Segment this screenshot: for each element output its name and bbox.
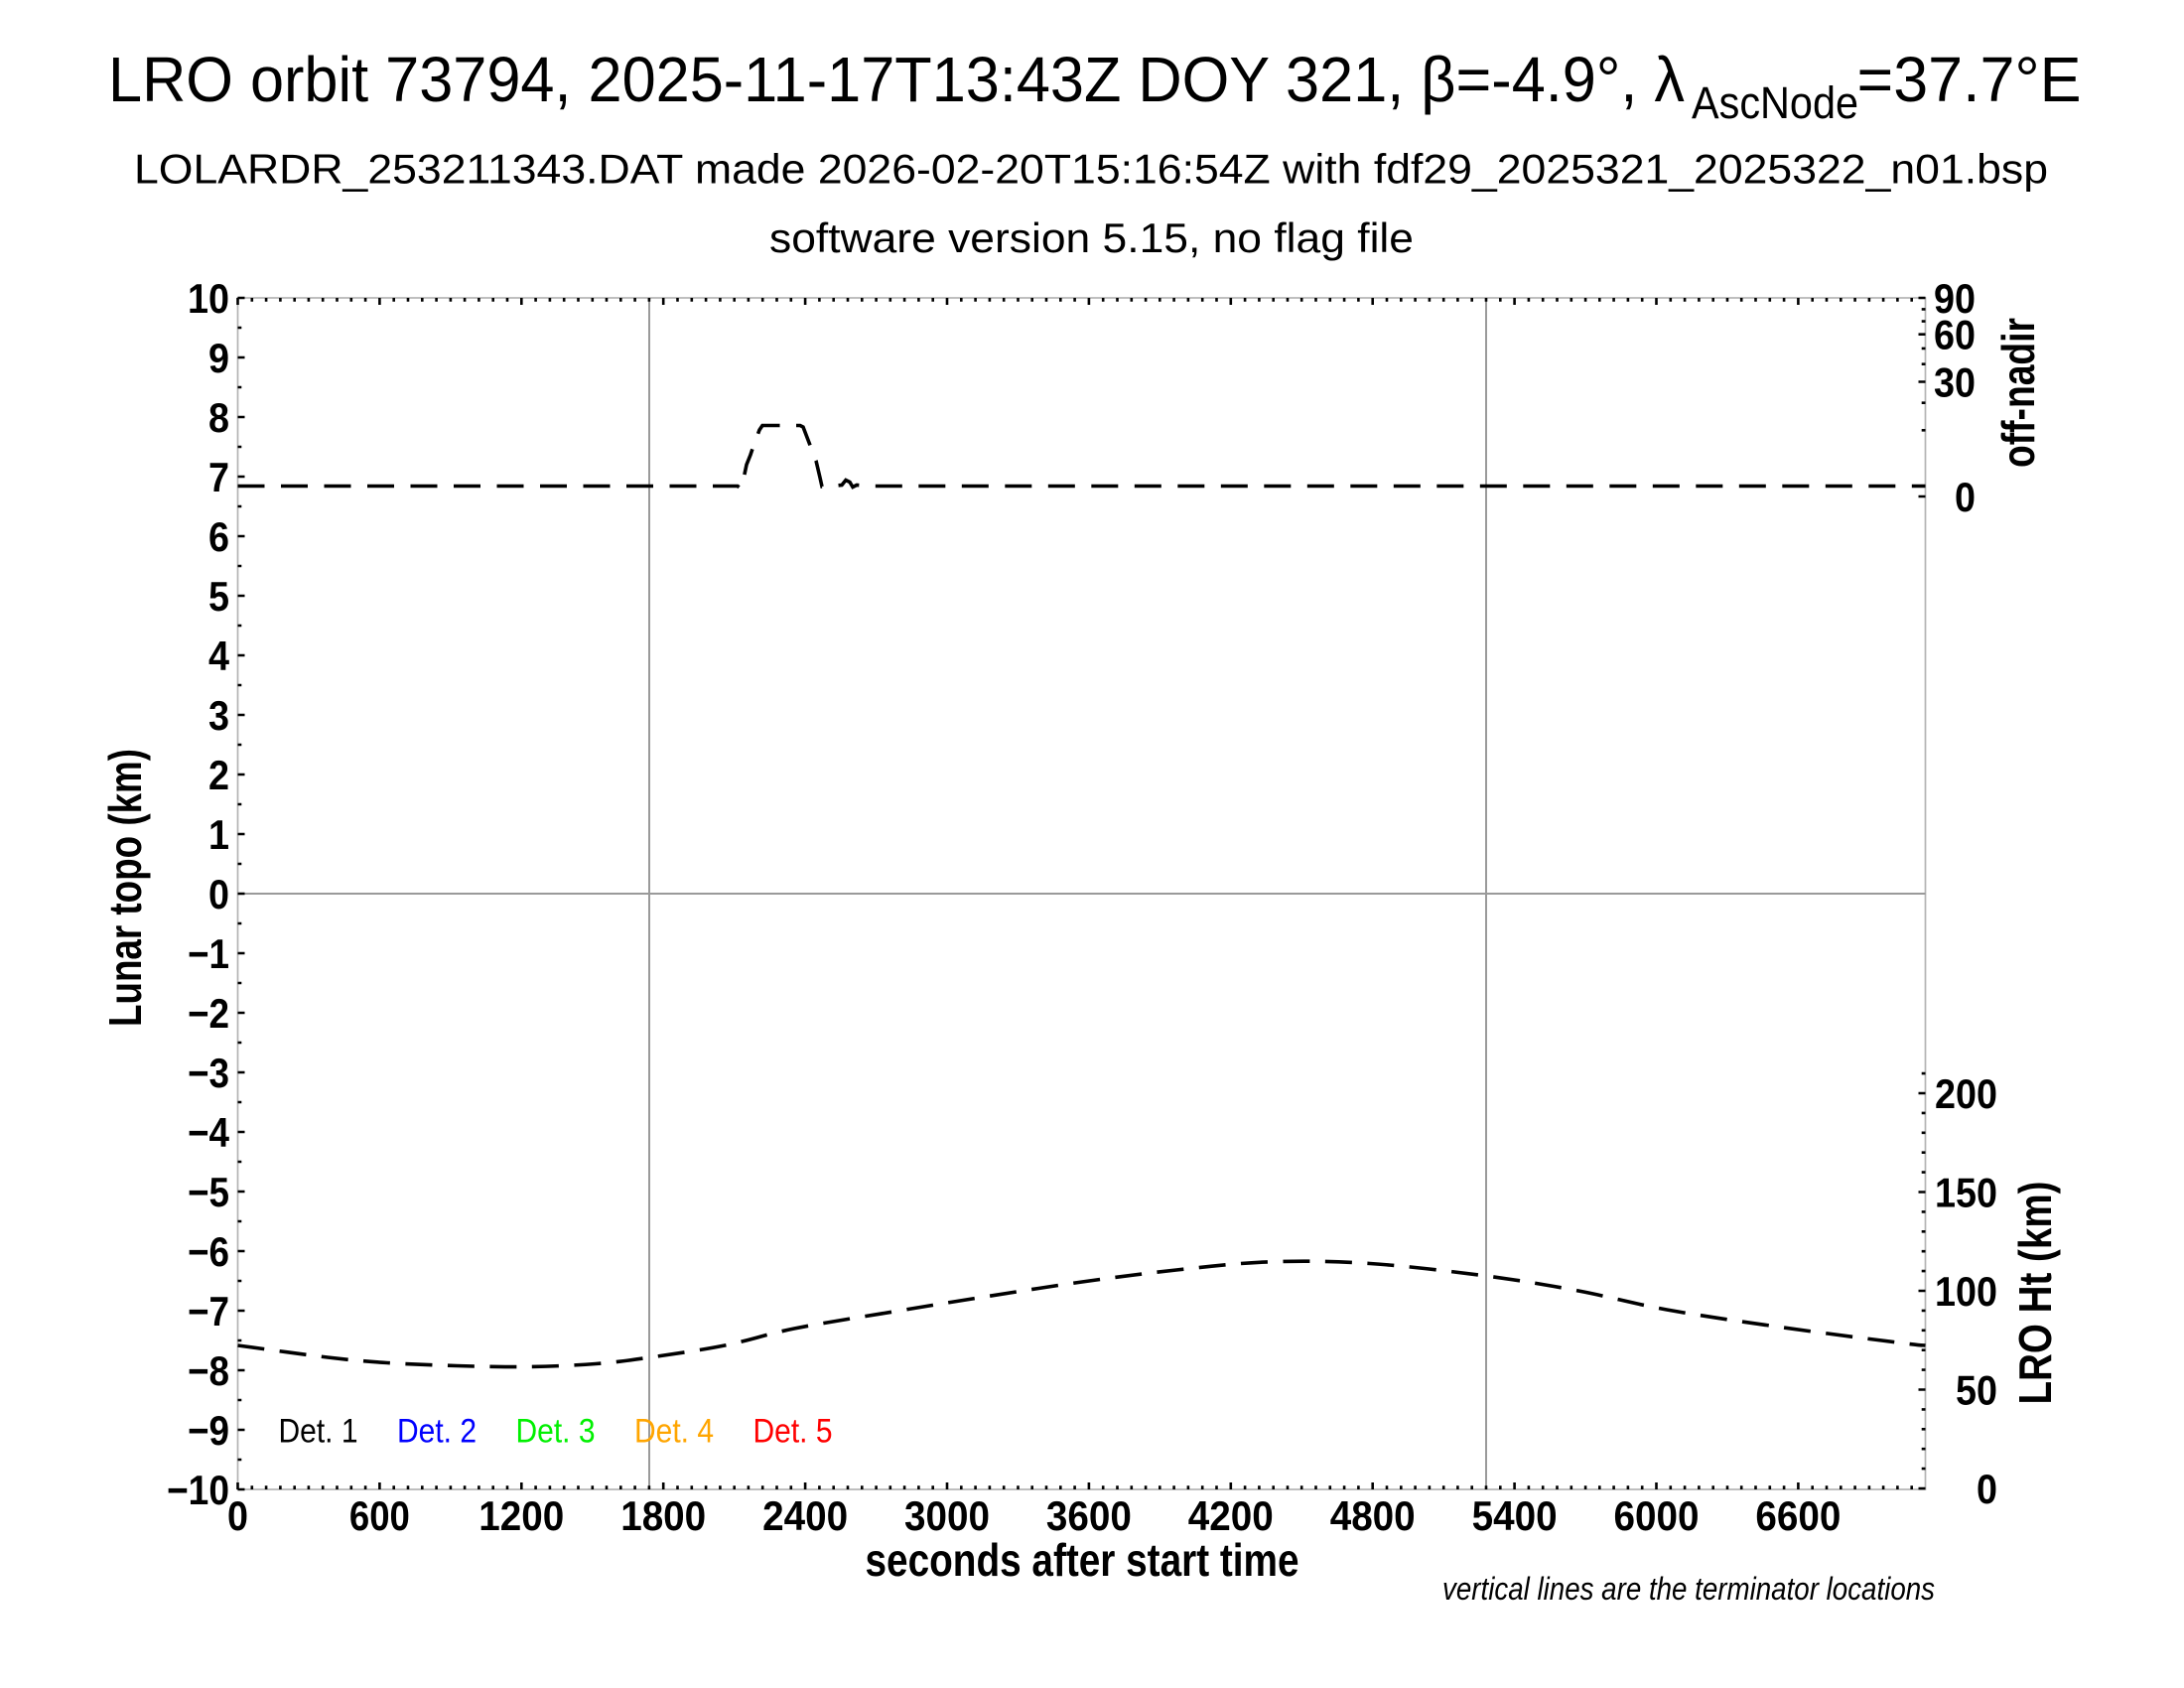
svg-text:−2: −2 bbox=[188, 990, 229, 1037]
svg-text:Det. 3: Det. 3 bbox=[516, 1413, 596, 1451]
svg-text:−10: −10 bbox=[167, 1467, 229, 1513]
svg-text:0: 0 bbox=[1977, 1466, 1997, 1512]
svg-text:Det. 2: Det. 2 bbox=[397, 1413, 477, 1451]
svg-text:AscNode: AscNode bbox=[1692, 77, 1858, 128]
svg-text:0: 0 bbox=[1955, 474, 1976, 520]
svg-text:50: 50 bbox=[1956, 1367, 1997, 1414]
svg-text:2: 2 bbox=[208, 752, 229, 798]
svg-text:150: 150 bbox=[1935, 1170, 1997, 1216]
svg-text:7: 7 bbox=[208, 454, 229, 500]
svg-text:4800: 4800 bbox=[1330, 1492, 1416, 1539]
svg-text:8: 8 bbox=[208, 394, 229, 441]
svg-text:3600: 3600 bbox=[1046, 1492, 1132, 1539]
svg-text:3000: 3000 bbox=[904, 1492, 990, 1539]
svg-text:100: 100 bbox=[1935, 1268, 1997, 1315]
svg-text:6000: 6000 bbox=[1614, 1492, 1700, 1539]
svg-text:Lunar topo (km): Lunar topo (km) bbox=[99, 749, 151, 1027]
svg-text:90: 90 bbox=[1934, 275, 1976, 322]
svg-text:Det. 5: Det. 5 bbox=[753, 1413, 833, 1451]
svg-text:−9: −9 bbox=[188, 1407, 229, 1454]
svg-text:0: 0 bbox=[227, 1492, 248, 1539]
svg-text:off-nadir: off-nadir bbox=[1992, 318, 2044, 468]
svg-text:Det. 4: Det. 4 bbox=[634, 1413, 714, 1451]
svg-text:6: 6 bbox=[208, 513, 229, 560]
svg-text:600: 600 bbox=[349, 1492, 410, 1539]
svg-text:Det. 1: Det. 1 bbox=[279, 1413, 358, 1451]
svg-text:1200: 1200 bbox=[478, 1492, 564, 1539]
svg-text:LRO orbit 73794, 2025-11-17T13: LRO orbit 73794, 2025-11-17T13:43Z DOY 3… bbox=[108, 44, 1685, 115]
svg-text:−1: −1 bbox=[188, 930, 229, 977]
svg-text:5400: 5400 bbox=[1472, 1492, 1558, 1539]
svg-text:1: 1 bbox=[208, 811, 229, 858]
svg-text:software version 5.15, no flag: software version 5.15, no flag file bbox=[769, 214, 1414, 261]
svg-text:200: 200 bbox=[1935, 1070, 1997, 1117]
svg-text:30: 30 bbox=[1934, 359, 1976, 406]
svg-text:0: 0 bbox=[208, 871, 229, 917]
svg-text:6600: 6600 bbox=[1755, 1492, 1841, 1539]
svg-text:=37.7°E: =37.7°E bbox=[1857, 44, 2082, 115]
svg-text:9: 9 bbox=[208, 335, 229, 381]
svg-text:2400: 2400 bbox=[762, 1492, 848, 1539]
svg-text:−5: −5 bbox=[188, 1169, 229, 1215]
svg-text:−4: −4 bbox=[188, 1109, 230, 1156]
svg-text:10: 10 bbox=[188, 275, 229, 322]
svg-text:LOLARDR_253211343.DAT made 202: LOLARDR_253211343.DAT made 2026-02-20T15… bbox=[134, 146, 2048, 193]
svg-text:4: 4 bbox=[208, 633, 230, 679]
svg-text:−6: −6 bbox=[188, 1228, 229, 1275]
svg-text:−8: −8 bbox=[188, 1347, 229, 1394]
svg-text:−7: −7 bbox=[188, 1288, 229, 1335]
svg-text:seconds after start time: seconds after start time bbox=[866, 1534, 1299, 1586]
svg-text:vertical lines are the termina: vertical lines are the terminator locati… bbox=[1442, 1571, 1935, 1607]
svg-text:5: 5 bbox=[208, 573, 229, 620]
svg-text:3: 3 bbox=[208, 692, 229, 739]
svg-text:−3: −3 bbox=[188, 1050, 229, 1096]
svg-text:LRO Ht (km): LRO Ht (km) bbox=[2009, 1182, 2061, 1405]
svg-text:1800: 1800 bbox=[620, 1492, 706, 1539]
svg-text:60: 60 bbox=[1934, 312, 1976, 358]
svg-text:4200: 4200 bbox=[1188, 1492, 1274, 1539]
